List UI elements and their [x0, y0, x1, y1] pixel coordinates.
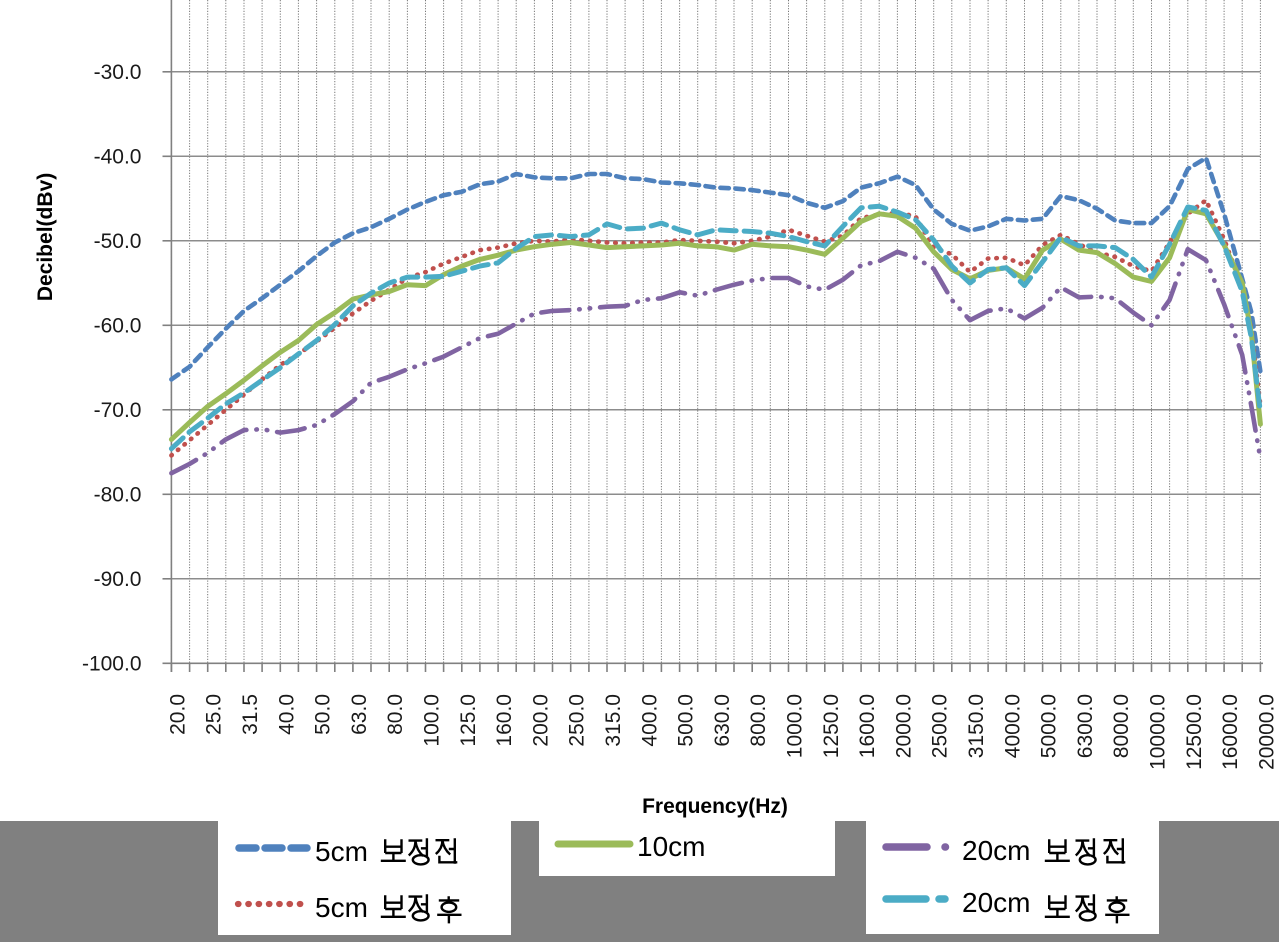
svg-text:25.0: 25.0 [203, 694, 226, 735]
svg-text:500.0: 500.0 [675, 694, 698, 747]
svg-text:10000.0: 10000.0 [1147, 694, 1170, 770]
svg-text:6300.0: 6300.0 [1074, 694, 1097, 758]
svg-text:5cm: 5cm [315, 892, 368, 923]
svg-text:-100.0: -100.0 [82, 653, 142, 676]
svg-text:1000.0: 1000.0 [784, 694, 807, 758]
svg-text:315.0: 315.0 [602, 694, 625, 747]
svg-text:-40.0: -40.0 [94, 146, 142, 169]
svg-text:20cm: 20cm [962, 835, 1030, 866]
svg-text:50.0: 50.0 [312, 694, 335, 735]
svg-text:2000.0: 2000.0 [892, 694, 915, 758]
svg-text:400.0: 400.0 [638, 694, 661, 747]
svg-text:31.5: 31.5 [239, 694, 262, 735]
svg-text:100.0: 100.0 [421, 694, 444, 747]
svg-text:200.0: 200.0 [529, 694, 552, 747]
svg-text:-50.0: -50.0 [94, 230, 142, 253]
svg-text:-90.0: -90.0 [94, 568, 142, 591]
svg-text:5000.0: 5000.0 [1038, 694, 1061, 758]
svg-text:5cm: 5cm [315, 836, 368, 867]
svg-text:20.0: 20.0 [166, 694, 189, 735]
svg-text:1600.0: 1600.0 [856, 694, 879, 758]
svg-text:20cm: 20cm [962, 887, 1030, 918]
svg-text:250.0: 250.0 [566, 694, 589, 747]
svg-text:12500.0: 12500.0 [1183, 694, 1206, 770]
svg-text:80.0: 80.0 [384, 694, 407, 735]
svg-text:1250.0: 1250.0 [820, 694, 843, 758]
svg-text:3150.0: 3150.0 [965, 694, 988, 758]
svg-text:-80.0: -80.0 [94, 484, 142, 507]
svg-text:16000.0: 16000.0 [1219, 694, 1242, 770]
svg-text:-30.0: -30.0 [94, 61, 142, 84]
svg-text:8000.0: 8000.0 [1110, 694, 1133, 758]
svg-text:Decibel(dBv): Decibel(dBv) [34, 173, 57, 301]
svg-text:-60.0: -60.0 [94, 315, 142, 338]
svg-text:630.0: 630.0 [711, 694, 734, 747]
svg-text:2500.0: 2500.0 [929, 694, 952, 758]
svg-text:Frequency(Hz): Frequency(Hz) [642, 795, 788, 818]
svg-text:-70.0: -70.0 [94, 399, 142, 422]
svg-text:63.0: 63.0 [348, 694, 371, 735]
svg-text:125.0: 125.0 [457, 694, 480, 747]
svg-text:800.0: 800.0 [747, 694, 770, 747]
svg-text:160.0: 160.0 [493, 694, 516, 747]
svg-text:20000.0: 20000.0 [1255, 694, 1278, 770]
svg-text:40.0: 40.0 [275, 694, 298, 735]
svg-text:10cm: 10cm [637, 831, 705, 862]
svg-text:4000.0: 4000.0 [1001, 694, 1024, 758]
